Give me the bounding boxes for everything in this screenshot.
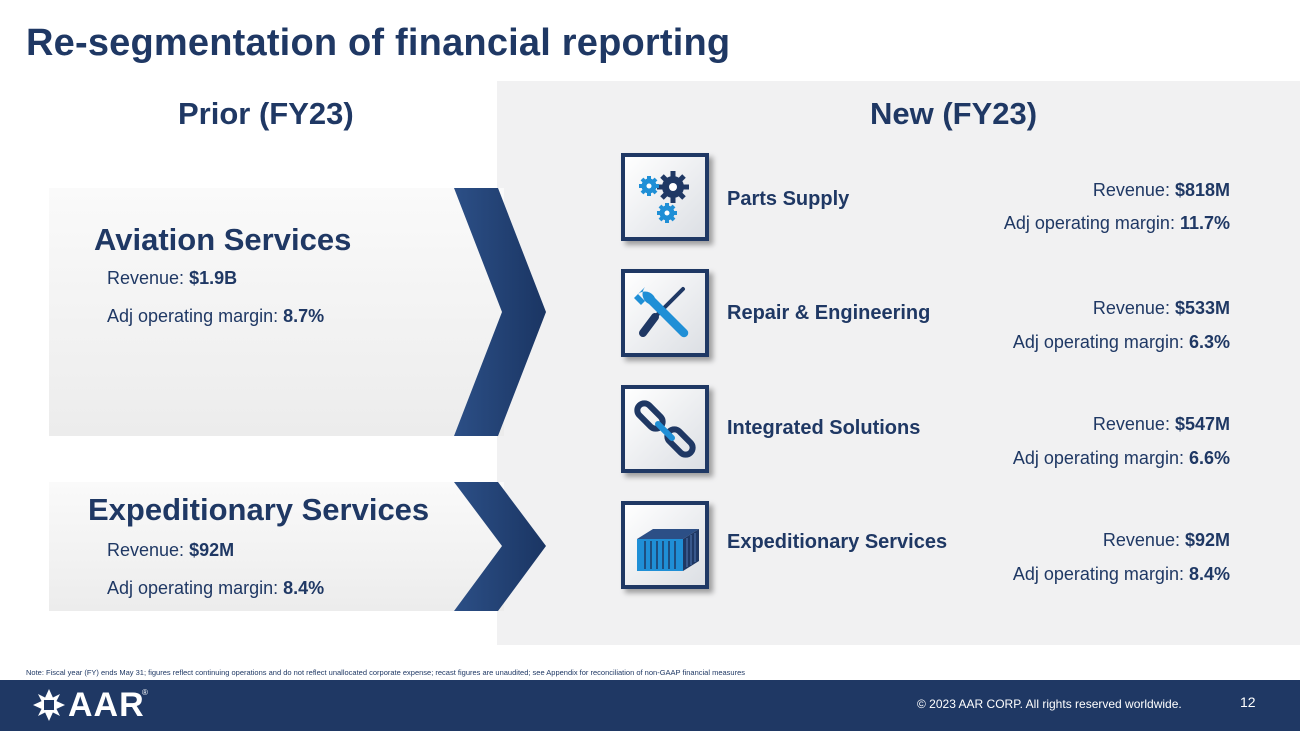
chain-link-icon bbox=[634, 400, 696, 458]
repair-engineering-icon-box bbox=[621, 269, 709, 357]
copyright-text: © 2023 AAR CORP. All rights reserved wor… bbox=[917, 697, 1182, 711]
chevron-arrow-icon bbox=[454, 188, 546, 436]
new-segment-name: Parts Supply bbox=[727, 188, 850, 210]
new-segment-margin: Adj operating margin: 6.3% bbox=[1012, 332, 1230, 352]
new-segment-revenue: Revenue: $818M bbox=[1092, 180, 1230, 200]
footnote: Note: Fiscal year (FY) ends May 31; figu… bbox=[26, 668, 746, 677]
new-segment-margin: Adj operating margin: 6.6% bbox=[1012, 448, 1230, 468]
aviation-revenue: Revenue: $1.9B bbox=[107, 268, 238, 288]
slide-title: Re-segmentation of financial reporting bbox=[26, 22, 731, 64]
new-segment-revenue: Revenue: $92M bbox=[1102, 530, 1230, 550]
new-segment-revenue: Revenue: $547M bbox=[1092, 414, 1230, 434]
new-heading: New (FY23) bbox=[870, 96, 1038, 131]
new-segment-margin: Adj operating margin: 8.4% bbox=[1012, 564, 1230, 584]
expeditionary-revenue: Revenue: $92M bbox=[107, 540, 235, 560]
wrench-screwdriver-icon bbox=[634, 287, 689, 338]
chevron-arrow-icon bbox=[454, 482, 546, 611]
aar-logo-icon bbox=[33, 689, 65, 721]
aar-logo-text: AAR bbox=[68, 686, 145, 724]
new-segment-name: Repair & Engineering bbox=[727, 302, 931, 324]
parts-supply-icon-box bbox=[621, 153, 709, 241]
new-segments-panel bbox=[497, 81, 1300, 645]
new-segment-margin: Adj operating margin: 11.7% bbox=[1003, 213, 1230, 233]
prior-heading: Prior (FY23) bbox=[178, 96, 354, 131]
expeditionary-services-title: Expeditionary Services bbox=[88, 492, 430, 527]
aviation-margin: Adj operating margin: 8.7% bbox=[107, 306, 325, 326]
expeditionary-margin: Adj operating margin: 8.4% bbox=[107, 578, 325, 598]
registered-mark: ® bbox=[142, 688, 148, 697]
gears-icon bbox=[639, 171, 689, 223]
footer-bar bbox=[0, 680, 1300, 731]
new-segment-name: Expeditionary Services bbox=[727, 531, 948, 553]
new-segment-name: Integrated Solutions bbox=[727, 417, 921, 439]
page-number: 12 bbox=[1240, 694, 1256, 710]
expeditionary-services-box bbox=[49, 482, 504, 611]
aviation-services-title: Aviation Services bbox=[94, 222, 352, 257]
integrated-solutions-icon-box bbox=[621, 385, 709, 473]
expeditionary-icon-box bbox=[621, 501, 709, 589]
shipping-container-icon bbox=[637, 529, 699, 571]
aviation-services-box bbox=[49, 188, 504, 436]
new-segment-revenue: Revenue: $533M bbox=[1092, 298, 1230, 318]
